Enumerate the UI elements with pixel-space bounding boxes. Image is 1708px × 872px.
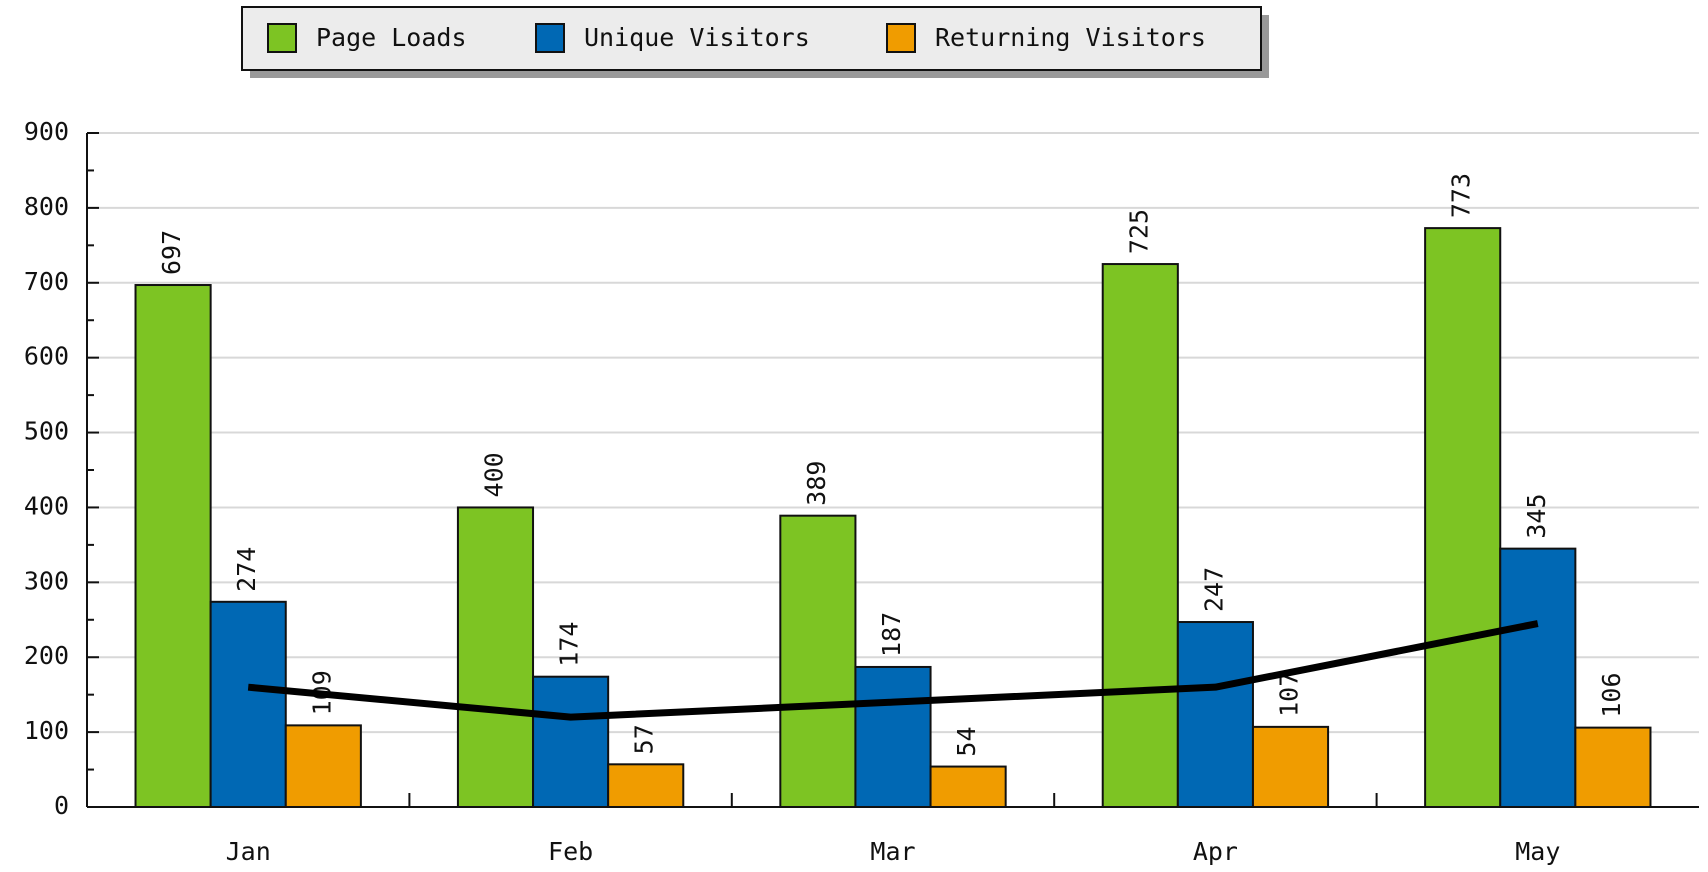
bar <box>134 284 212 809</box>
y-tick-label: 400 <box>24 491 69 520</box>
y-tick-label: 700 <box>24 267 69 296</box>
data-label: 54 <box>952 726 981 756</box>
data-label: 773 <box>1447 173 1476 218</box>
bar <box>209 600 287 808</box>
legend-swatch <box>886 23 916 53</box>
y-tick-label: 0 <box>54 791 69 820</box>
data-label: 697 <box>157 230 186 275</box>
bar <box>607 763 685 809</box>
y-tick-label: 900 <box>24 117 69 146</box>
x-tick-label: Mar <box>870 837 915 866</box>
line-series <box>247 620 1539 721</box>
legend <box>241 6 1262 71</box>
x-tick-label: May <box>1515 837 1560 866</box>
x-tick-label: Feb <box>548 837 593 866</box>
bar <box>1101 263 1179 808</box>
y-tick-label: 100 <box>24 716 69 745</box>
bar <box>779 514 857 809</box>
y-tick-label: 600 <box>24 342 69 371</box>
bar <box>1574 726 1652 809</box>
data-label: 400 <box>479 452 508 497</box>
data-label: 57 <box>630 724 659 754</box>
y-tick-label: 300 <box>24 566 69 595</box>
bar <box>929 765 1007 808</box>
x-tick-label: Apr <box>1193 837 1238 866</box>
data-label: 187 <box>877 612 906 657</box>
legend-swatch <box>535 23 565 53</box>
data-label: 247 <box>1199 567 1228 612</box>
data-label: 345 <box>1522 493 1551 538</box>
bar <box>1176 621 1254 808</box>
bar <box>1251 725 1330 809</box>
bar <box>1424 227 1502 808</box>
bar <box>456 506 535 808</box>
legend-label: Page Loads <box>316 23 467 52</box>
data-label: 107 <box>1275 672 1304 717</box>
data-label: 174 <box>555 622 584 667</box>
y-tick-label: 200 <box>24 641 69 670</box>
data-label: 106 <box>1597 672 1626 717</box>
x-tick-label: Jan <box>226 837 271 866</box>
y-tick-label: 500 <box>24 417 69 446</box>
legend-label: Returning Visitors <box>935 23 1206 52</box>
data-label: 389 <box>802 461 831 506</box>
bar <box>532 675 610 809</box>
data-label: 725 <box>1124 209 1153 254</box>
bar <box>854 665 932 808</box>
y-tick-label: 800 <box>24 192 69 221</box>
legend-label: Unique Visitors <box>584 23 810 52</box>
bar <box>284 724 362 808</box>
legend-swatch <box>267 23 297 53</box>
bar <box>1499 547 1577 809</box>
data-label: 274 <box>232 547 261 592</box>
